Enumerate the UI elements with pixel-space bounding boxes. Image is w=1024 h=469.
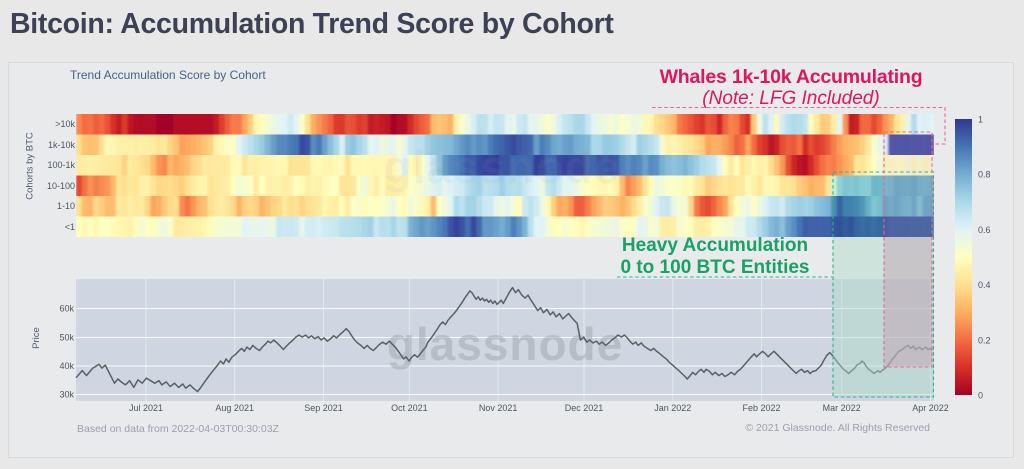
svg-text:0.6: 0.6 <box>978 225 991 235</box>
svg-text:Aug 2021: Aug 2021 <box>215 403 254 413</box>
svg-text:40k: 40k <box>59 361 74 371</box>
svg-text:60k: 60k <box>59 304 74 314</box>
svg-text:0: 0 <box>978 391 983 401</box>
svg-text:0.4: 0.4 <box>978 280 991 290</box>
svg-text:Nov 2021: Nov 2021 <box>479 403 518 413</box>
svg-text:© 2021 Glassnode. All Rights R: © 2021 Glassnode. All Rights Reserved <box>745 422 930 434</box>
svg-text:0.2: 0.2 <box>978 335 991 345</box>
svg-text:10-100: 10-100 <box>47 181 75 191</box>
svg-text:50k: 50k <box>59 333 74 343</box>
svg-text:<1: <1 <box>65 222 75 232</box>
svg-text:Bitcoin: Accumulation Trend Sc: Bitcoin: Accumulation Trend Score by Coh… <box>10 8 614 40</box>
svg-text:1-10: 1-10 <box>57 201 75 211</box>
svg-text:Feb 2022: Feb 2022 <box>742 403 780 413</box>
svg-text:Jan 2022: Jan 2022 <box>654 403 691 413</box>
svg-text:0.8: 0.8 <box>978 170 991 180</box>
svg-text:Jul 2021: Jul 2021 <box>129 403 163 413</box>
svg-text:Mar 2022: Mar 2022 <box>823 403 861 413</box>
svg-text:Trend Accumulation Score by Co: Trend Accumulation Score by Cohort <box>70 68 266 82</box>
svg-text:(Note: LFG Included): (Note: LFG Included) <box>702 88 879 109</box>
svg-text:Heavy Accumulation: Heavy Accumulation <box>622 235 808 256</box>
svg-text:Dec 2021: Dec 2021 <box>565 403 604 413</box>
svg-text:glassnode: glassnode <box>384 141 621 193</box>
svg-text:30k: 30k <box>59 390 74 400</box>
svg-text:Apr 2022: Apr 2022 <box>912 403 949 413</box>
svg-text:Sep 2021: Sep 2021 <box>304 403 343 413</box>
svg-text:0 to 100 BTC Entities: 0 to 100 BTC Entities <box>621 257 810 278</box>
svg-text:glassnode: glassnode <box>387 318 624 370</box>
svg-text:>10k: >10k <box>55 119 75 129</box>
svg-text:Oct 2021: Oct 2021 <box>391 403 428 413</box>
svg-text:Price: Price <box>31 327 42 349</box>
svg-text:Cohorts by BTC: Cohorts by BTC <box>25 132 36 200</box>
svg-text:100-1k: 100-1k <box>47 160 75 170</box>
svg-text:1: 1 <box>978 115 983 125</box>
svg-text:1k-10k: 1k-10k <box>48 140 76 150</box>
svg-text:Based on data from 2022-04-03T: Based on data from 2022-04-03T00:30:03Z <box>77 423 280 435</box>
svg-text:Whales 1k-10k Accumulating: Whales 1k-10k Accumulating <box>660 66 923 88</box>
